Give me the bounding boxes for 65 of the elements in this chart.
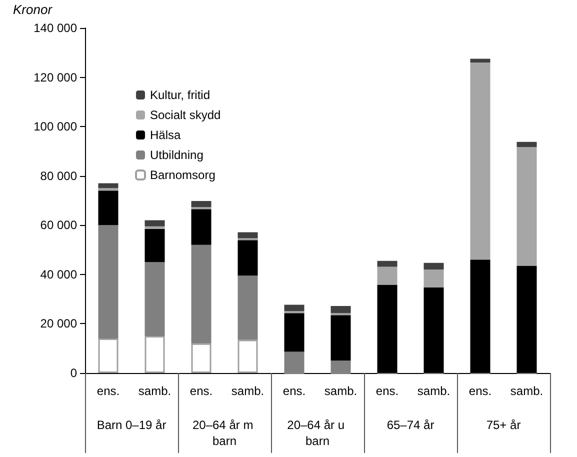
bar bbox=[377, 284, 398, 373]
bar bbox=[284, 304, 304, 312]
bar bbox=[424, 287, 444, 373]
bar bbox=[98, 188, 118, 191]
y-axis-title: Kronor bbox=[13, 2, 53, 17]
legend-label: Barnomsorg bbox=[150, 168, 216, 182]
bar bbox=[377, 260, 398, 267]
bar bbox=[470, 260, 490, 373]
bar bbox=[284, 313, 304, 352]
x-tick-label: ens. bbox=[376, 384, 399, 398]
bar bbox=[98, 225, 118, 338]
bar bbox=[330, 306, 351, 314]
y-tick-label: 120 000 bbox=[34, 70, 78, 84]
bar bbox=[144, 262, 165, 336]
bar bbox=[238, 232, 258, 238]
y-tick-label: 40 000 bbox=[40, 267, 78, 282]
text: Barn 0–19 år bbox=[96, 418, 166, 432]
bar bbox=[191, 343, 212, 373]
x-tick-label: ens. bbox=[190, 384, 213, 398]
bar bbox=[516, 266, 537, 373]
x-tick-label: samb. bbox=[510, 384, 544, 398]
bar bbox=[144, 226, 165, 229]
bar bbox=[98, 190, 118, 226]
bar bbox=[238, 276, 258, 340]
y-tick-label: 80 000 bbox=[40, 168, 78, 183]
bar bbox=[144, 220, 165, 226]
legend-label: Hälsa bbox=[150, 128, 182, 142]
x-tick-label: samb. bbox=[324, 384, 358, 398]
bar bbox=[516, 147, 537, 266]
y-tick-label: 60 000 bbox=[40, 218, 78, 232]
bar bbox=[284, 352, 304, 373]
bar bbox=[424, 270, 444, 288]
y-tick-label: 0 bbox=[70, 366, 78, 380]
x-tick-label: samb. bbox=[138, 384, 172, 398]
x-tick-label: ens. bbox=[96, 384, 120, 398]
bar bbox=[330, 315, 351, 361]
x-tick-label: samb. bbox=[231, 384, 264, 398]
x-tick-label: ens. bbox=[282, 384, 306, 398]
bar bbox=[191, 200, 212, 208]
legend-label: Socialt skydd bbox=[150, 108, 221, 122]
x-tick-label: ens. bbox=[468, 384, 492, 398]
bar bbox=[470, 62, 490, 260]
bar bbox=[191, 244, 212, 344]
bar bbox=[424, 262, 444, 270]
y-tick-label: 140 000 bbox=[34, 21, 78, 35]
bar bbox=[377, 266, 398, 285]
bar bbox=[191, 209, 212, 245]
y-tick-label: 100 000 bbox=[34, 120, 78, 134]
bar bbox=[330, 360, 351, 373]
text: 65–74 år bbox=[386, 418, 434, 432]
bar bbox=[238, 340, 258, 373]
bar bbox=[144, 336, 165, 373]
text: 20–64 år m barn bbox=[192, 418, 257, 448]
legend-label: Kultur, fritid bbox=[150, 88, 210, 102]
bar bbox=[470, 58, 490, 62]
bar bbox=[516, 142, 537, 148]
bar bbox=[98, 183, 118, 188]
bar bbox=[238, 240, 258, 276]
text: 20–64 år u barn bbox=[287, 418, 348, 448]
x-tick-label: samb. bbox=[417, 384, 450, 398]
y-tick-label: 20 000 bbox=[40, 316, 78, 331]
bar bbox=[98, 338, 118, 373]
text: 75+ år bbox=[486, 418, 521, 432]
legend-label: Utbildning bbox=[150, 148, 204, 162]
bar bbox=[144, 228, 165, 262]
